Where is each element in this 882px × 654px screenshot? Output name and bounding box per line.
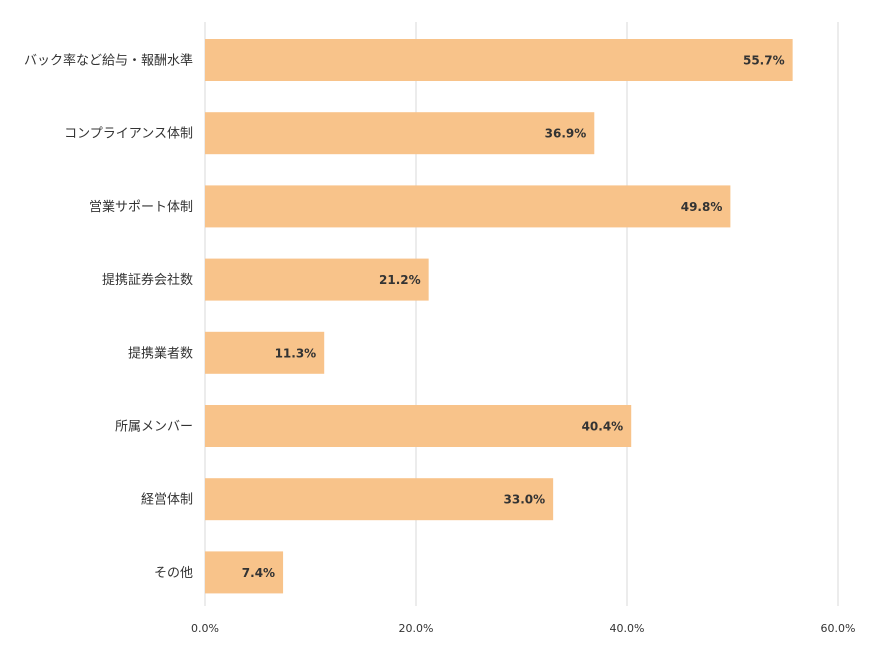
- data-label: 36.9%: [545, 127, 587, 141]
- x-tick-label: 40.0%: [610, 622, 645, 635]
- category-label: 所属メンバー: [115, 420, 193, 435]
- bar: [205, 112, 595, 155]
- x-tick-labels: 0.0% 20.0% 40.0% 60.0%: [191, 622, 855, 635]
- category-label: コンプライアンス体制: [64, 127, 193, 142]
- x-tick-label: 20.0%: [399, 622, 434, 635]
- category-label: 提携業者数: [128, 345, 193, 361]
- data-label: 21.2%: [379, 273, 421, 287]
- data-label: 49.8%: [681, 200, 723, 214]
- bar: [205, 185, 731, 228]
- bar: [205, 478, 554, 521]
- category-label: バック率など給与・報酬水準: [24, 53, 193, 69]
- category-labels: バック率など給与・報酬水準コンプライアンス体制営業サポート体制提携証券会社数提携…: [24, 53, 193, 581]
- category-label: その他: [154, 566, 193, 581]
- data-labels: 55.7% 36.9% 49.8% 21.2% 11.3% 40.4% 33.0% 7.4%: [242, 54, 785, 580]
- data-label: 33.0%: [504, 493, 546, 507]
- data-label: 40.4%: [582, 420, 624, 434]
- bars: [205, 39, 793, 594]
- bar: [205, 39, 793, 81]
- x-tick-label: 60.0%: [821, 622, 856, 635]
- data-label: 7.4%: [242, 566, 275, 580]
- bar: [205, 405, 632, 447]
- category-label: 提携証券会社数: [102, 272, 193, 288]
- category-label: 営業サポート体制: [89, 199, 193, 215]
- bar: [205, 331, 325, 374]
- category-label: 経営体制: [141, 493, 193, 508]
- x-tick-label: 0.0%: [191, 622, 219, 635]
- bar: [205, 258, 429, 301]
- data-label: 55.7%: [743, 54, 785, 68]
- data-label: 11.3%: [275, 346, 317, 360]
- bar: [205, 551, 284, 594]
